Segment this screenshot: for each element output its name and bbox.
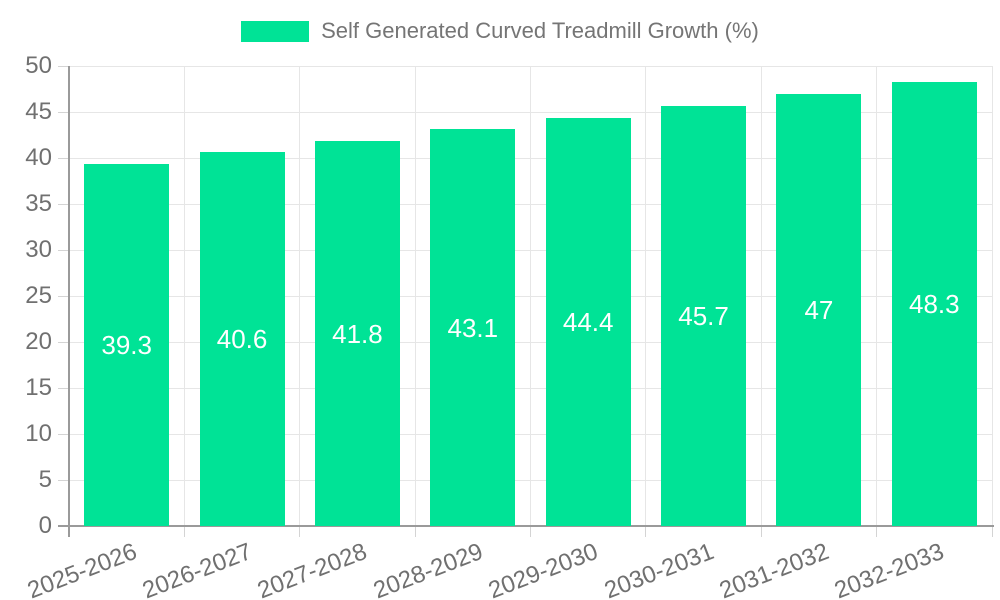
y-tick-label: 20 <box>25 328 52 355</box>
v-gridline <box>876 66 878 526</box>
bar-value-label: 47 <box>804 294 834 325</box>
x-axis-line <box>58 525 994 527</box>
bar[interactable] <box>199 152 285 526</box>
v-gridline <box>530 66 531 526</box>
y-tick-label: 25 <box>25 282 52 309</box>
y-tick-label: 50 <box>25 52 52 79</box>
bar-value-label: 40.6 <box>216 324 268 355</box>
y-axis-tick <box>58 433 69 435</box>
x-axis-tick <box>991 526 993 537</box>
legend-swatch <box>241 20 310 42</box>
bar-value-label: 48.3 <box>909 288 960 319</box>
x-axis-tick <box>530 526 531 537</box>
x-axis-tick <box>299 526 301 537</box>
y-axis-tick <box>58 479 69 481</box>
x-axis-tick <box>760 526 762 537</box>
v-gridline <box>414 66 416 526</box>
y-tick-label: 0 <box>38 512 52 539</box>
y-axis-tick <box>58 295 69 297</box>
v-gridline <box>645 66 647 526</box>
y-axis-tick <box>58 65 69 67</box>
y-axis-tick <box>58 111 69 113</box>
bar[interactable] <box>661 105 747 526</box>
bar[interactable] <box>891 81 977 526</box>
v-gridline <box>991 66 993 526</box>
y-axis-tick <box>58 157 69 159</box>
bar-value-label: 39.3 <box>101 330 152 361</box>
y-tick-label: 5 <box>38 466 52 493</box>
y-axis-tick <box>58 341 69 343</box>
x-axis-tick <box>876 526 878 537</box>
y-axis-tick <box>58 387 69 389</box>
y-tick-label: 30 <box>25 236 52 263</box>
y-tick-label: 45 <box>25 98 52 125</box>
y-tick-label: 40 <box>25 144 52 171</box>
bar-value-label: 44.4 <box>562 306 614 337</box>
x-axis-tick <box>414 526 416 537</box>
legend-label: Self Generated Curved Treadmill Growth (… <box>321 18 759 43</box>
y-tick-label: 10 <box>25 420 52 447</box>
bar[interactable] <box>430 129 516 526</box>
v-gridline <box>299 66 301 526</box>
y-tick-label: 35 <box>25 190 52 217</box>
y-axis-tick <box>58 203 69 205</box>
bar-value-label: 43.1 <box>447 312 499 343</box>
y-axis-line <box>68 66 70 537</box>
bar[interactable] <box>776 93 862 526</box>
y-tick-label: 15 <box>25 374 52 401</box>
v-gridline <box>760 66 762 526</box>
x-axis-tick <box>183 526 185 537</box>
y-axis-tick <box>58 249 69 251</box>
bar-value-label: 45.7 <box>678 300 729 331</box>
bar[interactable] <box>84 164 170 526</box>
bar-value-label: 41.8 <box>332 318 383 349</box>
v-gridline <box>183 66 185 526</box>
chart-legend[interactable]: Self Generated Curved Treadmill Growth (… <box>0 18 1000 44</box>
bar[interactable] <box>314 141 400 526</box>
bar[interactable] <box>545 117 631 526</box>
x-axis-tick <box>645 526 647 537</box>
